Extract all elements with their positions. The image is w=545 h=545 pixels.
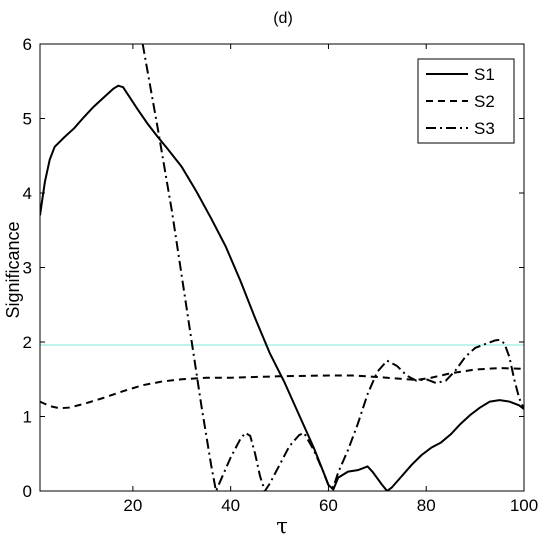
- x-tick-label: 40: [221, 496, 240, 515]
- legend-label-s2: S2: [474, 92, 495, 111]
- y-tick-label: 4: [23, 184, 32, 203]
- plot-area: [40, 44, 524, 491]
- x-axis-label: τ: [276, 514, 288, 538]
- series-line-s1: [40, 84, 524, 491]
- x-tick-label: 80: [417, 496, 436, 515]
- y-tick-label: 2: [23, 333, 32, 352]
- x-tick-label: 60: [319, 496, 338, 515]
- x-tick-label: 20: [123, 496, 142, 515]
- legend-label-s3: S3: [474, 119, 495, 138]
- y-axis-label: Significance: [3, 221, 23, 318]
- axes-ticks: 20 40 60 80 100 0 1 2 3 4 5 6: [23, 35, 539, 515]
- legend: S1 S2 S3: [417, 58, 515, 144]
- x-tick-label: 100: [510, 496, 538, 515]
- y-tick-label: 3: [23, 259, 32, 278]
- chart-title: (d): [273, 10, 293, 27]
- series-line-s2: [40, 367, 524, 410]
- series-line-s3: [141, 44, 524, 491]
- y-tick-label: 5: [23, 110, 32, 129]
- y-tick-label: 0: [23, 482, 32, 501]
- legend-label-s1: S1: [474, 65, 495, 84]
- y-tick-label: 1: [23, 408, 32, 427]
- y-tick-label: 6: [23, 35, 32, 54]
